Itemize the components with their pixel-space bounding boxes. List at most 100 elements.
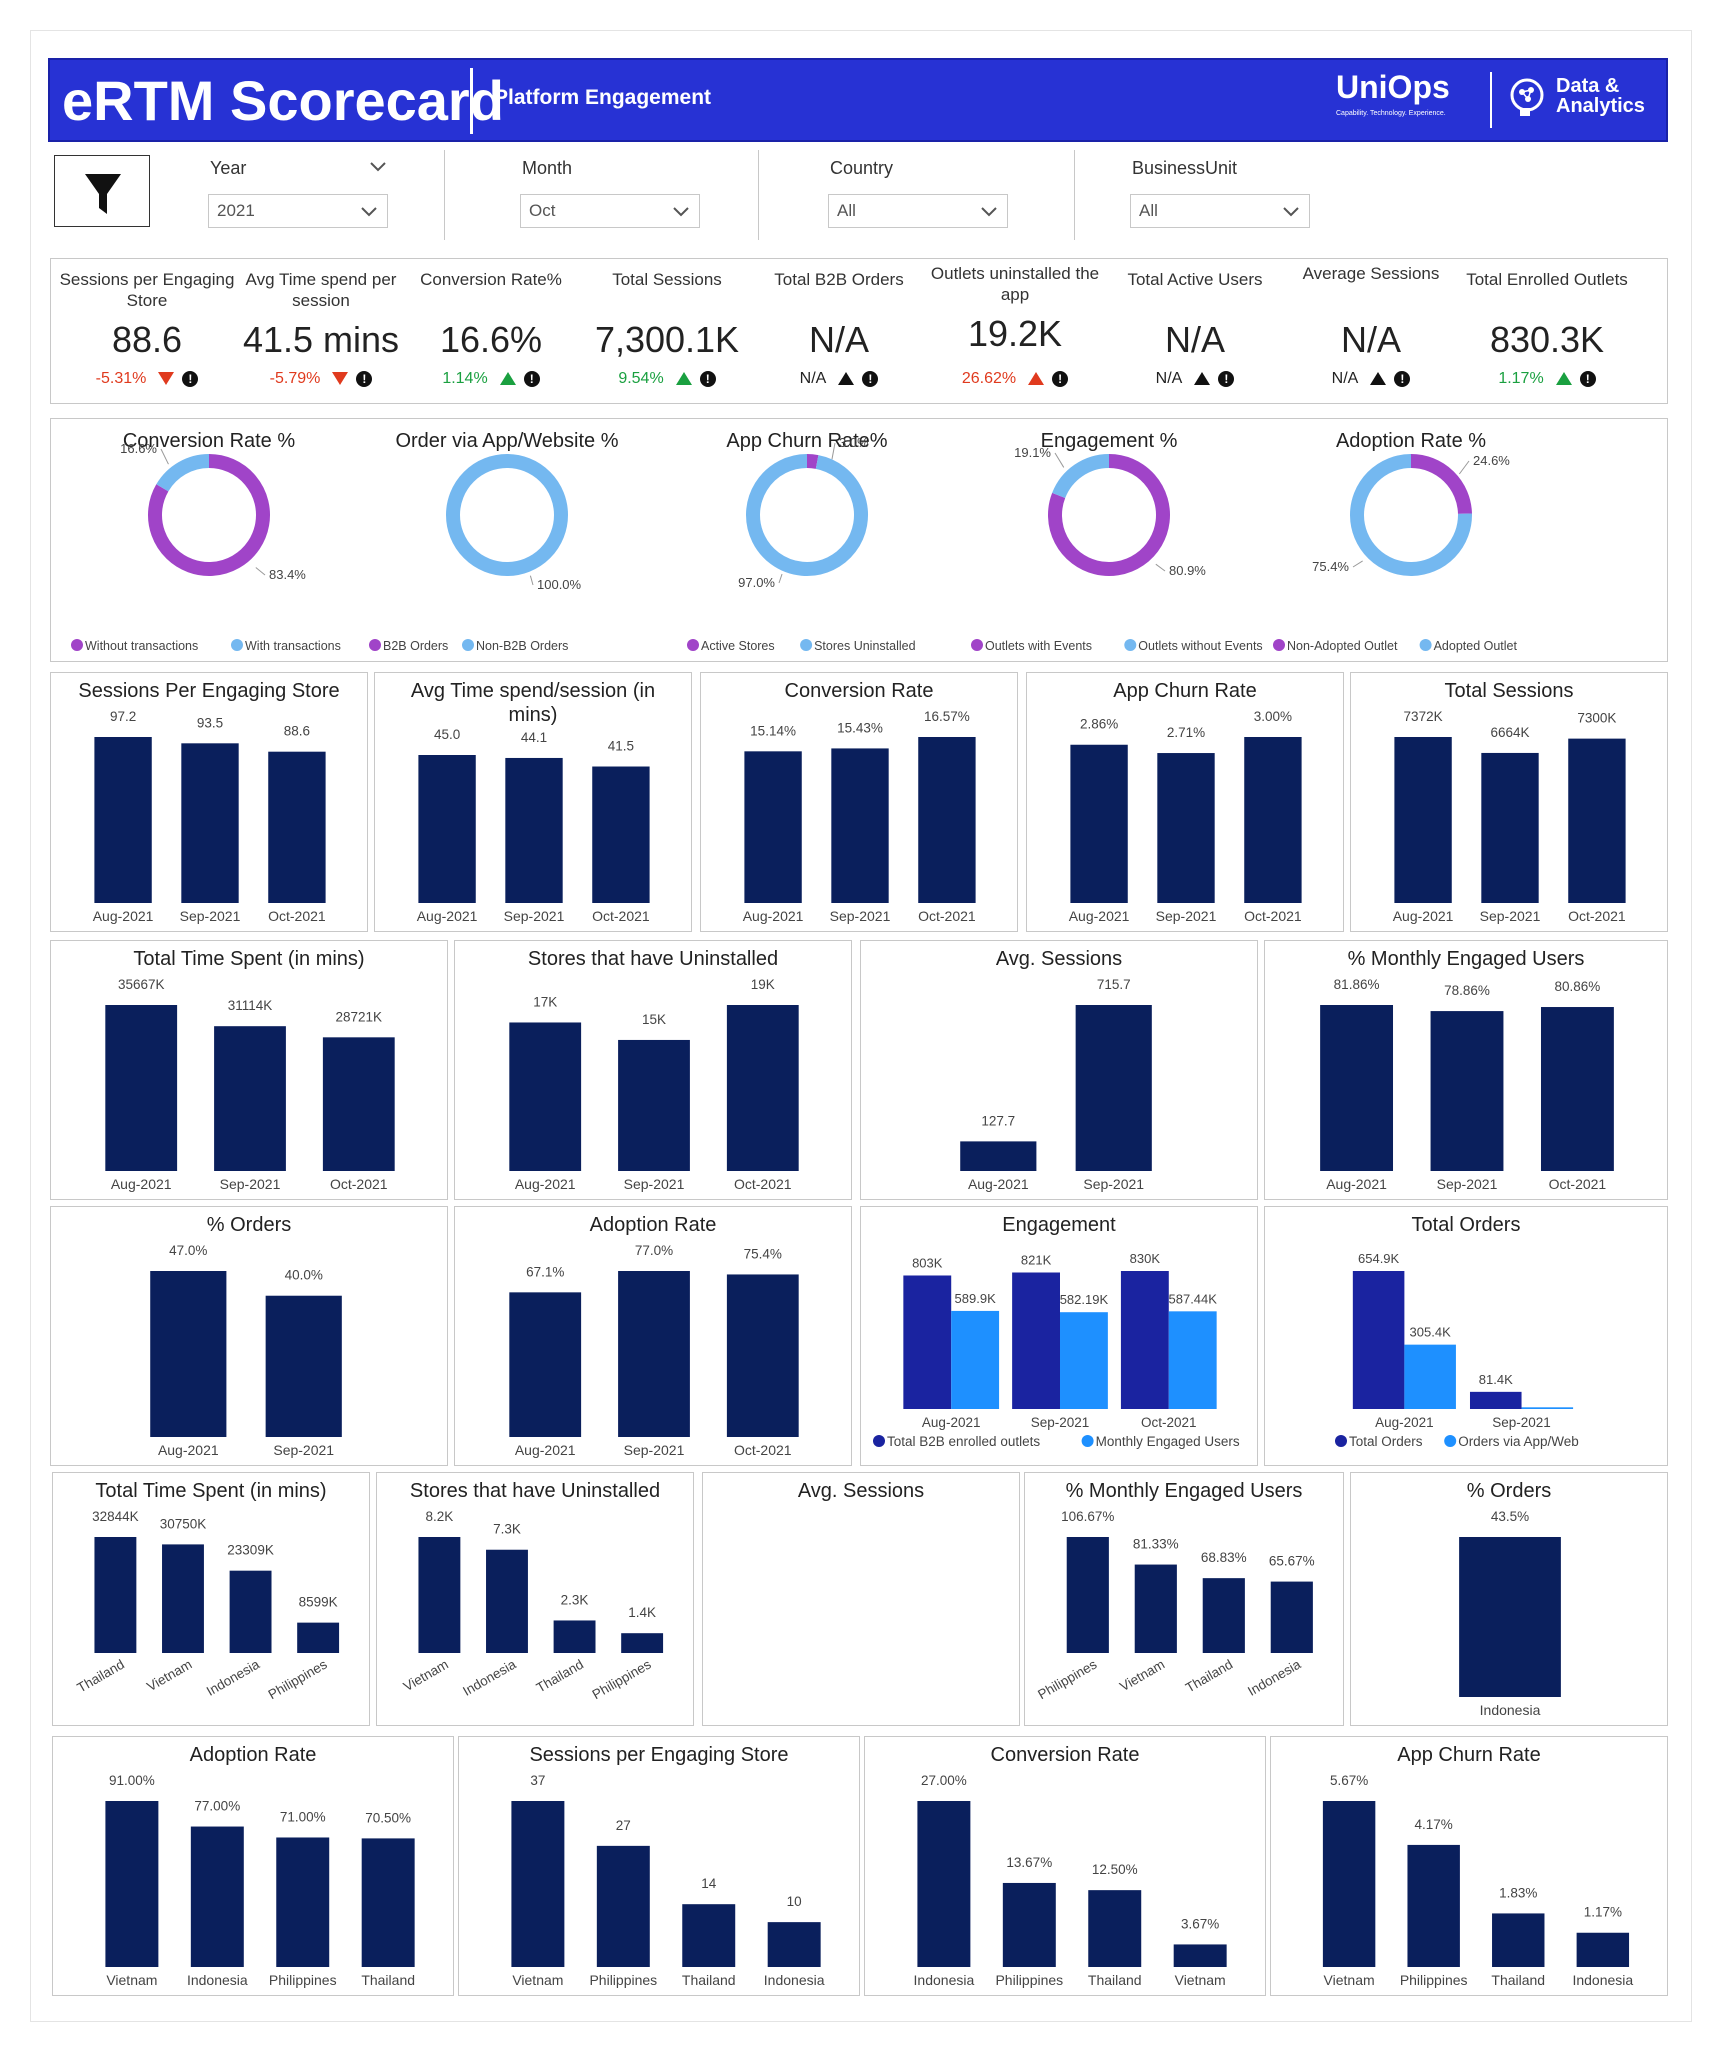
bar[interactable] (1202, 1578, 1245, 1653)
donut-slice[interactable] (1350, 454, 1472, 576)
bar[interactable] (1469, 1391, 1522, 1409)
bar[interactable] (509, 1292, 582, 1437)
bar[interactable] (960, 1141, 1037, 1171)
donut-slice[interactable] (1410, 454, 1472, 515)
bar[interactable] (1070, 744, 1128, 903)
bar[interactable] (505, 757, 563, 903)
bar[interactable] (486, 1549, 528, 1653)
bar[interactable] (917, 1801, 971, 1967)
bar[interactable] (509, 1022, 582, 1171)
filter-button[interactable] (54, 155, 150, 227)
slicer-business-unit-dropdown[interactable]: All (1130, 194, 1310, 228)
info-icon[interactable]: ! (1052, 370, 1069, 387)
bar[interactable] (1521, 1407, 1574, 1409)
info-icon[interactable]: ! (1394, 370, 1411, 387)
bar[interactable] (726, 1274, 799, 1437)
bar[interactable] (903, 1275, 952, 1409)
bar[interactable] (1075, 1005, 1152, 1171)
bar[interactable] (1352, 1271, 1405, 1409)
bar[interactable] (190, 1826, 244, 1967)
bar[interactable] (361, 1838, 415, 1967)
bar[interactable] (1459, 1537, 1561, 1697)
bar[interactable] (744, 751, 802, 903)
chevron-down-icon[interactable] (368, 156, 388, 176)
slicer-country-dropdown[interactable]: All (828, 194, 1008, 228)
bar[interactable] (418, 755, 476, 903)
info-icon[interactable]: ! (523, 370, 540, 387)
bar[interactable] (297, 1622, 340, 1653)
bar[interactable] (322, 1037, 395, 1171)
bar[interactable] (94, 1537, 137, 1653)
info-icon[interactable]: ! (1218, 370, 1235, 387)
bar[interactable] (229, 1570, 272, 1653)
bar[interactable] (618, 1271, 690, 1437)
bar[interactable] (1430, 1011, 1504, 1171)
bar[interactable] (1576, 1932, 1630, 1967)
bar[interactable] (1394, 737, 1452, 903)
bar[interactable] (1270, 1581, 1313, 1653)
slicer-country[interactable]: Country All (828, 158, 1008, 228)
bar[interactable] (511, 1801, 565, 1967)
bar[interactable] (150, 1271, 227, 1437)
bar[interactable] (726, 1005, 799, 1171)
bar[interactable] (618, 1039, 690, 1171)
bar[interactable] (596, 1845, 650, 1967)
bar[interactable] (951, 1310, 1000, 1409)
bar[interactable] (105, 1801, 159, 1967)
bar[interactable] (1002, 1882, 1056, 1967)
donut-slice[interactable] (148, 454, 270, 576)
bar[interactable] (276, 1837, 330, 1967)
bar[interactable] (181, 743, 239, 903)
bar[interactable] (1244, 737, 1302, 903)
bar[interactable] (1012, 1272, 1060, 1409)
info-icon[interactable]: ! (699, 370, 716, 387)
bar[interactable] (1492, 1913, 1545, 1967)
bar[interactable] (1481, 752, 1539, 903)
bar[interactable] (1407, 1844, 1460, 1967)
bar[interactable] (1060, 1312, 1108, 1409)
slicer-year[interactable]: Year 2021 (208, 158, 388, 228)
bar[interactable] (1134, 1564, 1177, 1653)
donut-slice[interactable] (1048, 454, 1170, 576)
bar[interactable] (918, 737, 976, 903)
bar[interactable] (1540, 1007, 1614, 1171)
kpi-delta-value: 9.54% (618, 370, 664, 387)
info-icon[interactable]: ! (356, 370, 373, 387)
bar[interactable] (265, 1295, 342, 1437)
bar[interactable] (1173, 1944, 1227, 1967)
bar[interactable] (1320, 1005, 1394, 1171)
slicer-month[interactable]: Month Oct (520, 158, 700, 228)
bar[interactable] (553, 1620, 596, 1653)
donut-slice[interactable] (156, 454, 210, 492)
bar[interactable] (1088, 1890, 1142, 1967)
bar[interactable] (767, 1922, 821, 1967)
donut-slice[interactable] (446, 454, 568, 576)
info-icon[interactable]: ! (1579, 370, 1596, 387)
slicer-month-dropdown[interactable]: Oct (520, 194, 700, 228)
bar[interactable] (1404, 1344, 1456, 1409)
bar[interactable] (621, 1633, 664, 1653)
bar[interactable] (682, 1904, 736, 1967)
info-icon[interactable]: ! (862, 370, 879, 387)
bar[interactable] (1568, 738, 1626, 903)
donut-slice[interactable] (746, 454, 868, 576)
bar-chart-panel: Conversion Rate 27.00% Indonesia 13.67% Phil… (864, 1736, 1266, 1996)
bar[interactable] (1066, 1537, 1109, 1653)
bar[interactable] (1157, 753, 1215, 903)
bar[interactable] (1120, 1271, 1169, 1409)
bar[interactable] (162, 1544, 204, 1653)
bar[interactable] (268, 751, 326, 903)
bar[interactable] (105, 1005, 178, 1171)
bar[interactable] (1168, 1311, 1217, 1409)
donut-slice[interactable] (806, 454, 819, 469)
bar[interactable] (418, 1537, 461, 1653)
info-icon[interactable]: ! (182, 370, 199, 387)
slicer-year-dropdown[interactable]: 2021 (208, 194, 388, 228)
bar[interactable] (592, 766, 650, 903)
bar[interactable] (94, 737, 152, 903)
donut-slice[interactable] (1052, 454, 1110, 499)
bar[interactable] (831, 748, 889, 903)
bar[interactable] (214, 1026, 286, 1171)
slicer-business-unit[interactable]: BusinessUnit All (1130, 158, 1310, 228)
bar[interactable] (1322, 1801, 1376, 1967)
